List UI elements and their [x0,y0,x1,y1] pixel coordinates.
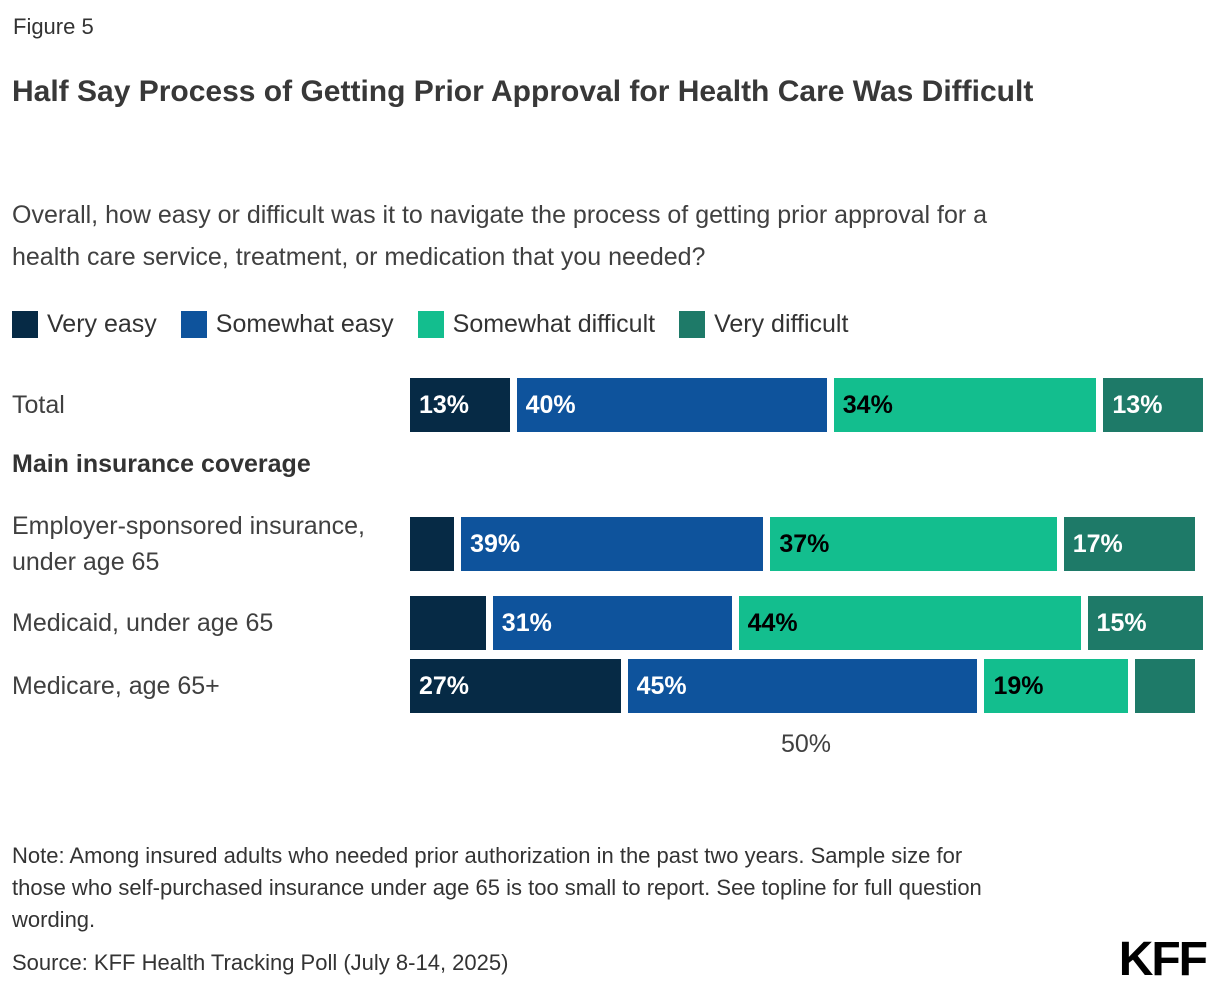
row-category-label: Medicare, age 65+ [12,672,220,700]
bar-track: 31% 44% 15% [410,596,1204,650]
bar-row: Medicare, age 65+ 27% 45% 19% [0,659,1220,713]
section-header: Main insurance coverage [12,450,311,478]
bar-segment-somewhat-easy: 39% [461,517,764,571]
bar-value-label: 39% [470,530,521,558]
bar-value-label: 44% [747,609,798,637]
legend: Very easy Somewhat easy Somewhat difficult… [12,310,848,339]
source-text: Source: KFF Health Tracking Poll (July 8… [12,950,509,975]
legend-swatch-very-difficult [679,311,706,338]
bar-row: Medicaid, under age 65 31% 44% 15% [0,596,1220,650]
legend-item-very-easy: Very easy [12,310,157,339]
bar-segment-very-easy: 27% [410,659,621,713]
bar-segment-very-difficult: 15% [1087,596,1203,650]
bar-value-label: 27% [419,672,470,700]
bar-track: 13% 40% 34% 13% [410,378,1204,432]
bar-segment-very-easy [410,517,455,571]
bar-segment-very-difficult: 13% [1103,378,1203,432]
legend-label: Somewhat difficult [452,310,656,338]
bar-value-label: 19% [993,672,1044,700]
bar-row: Employer-sponsored insurance, under age … [0,512,1220,576]
bar-track: 27% 45% 19% [410,659,1204,713]
bar-value-label: 34% [842,391,893,419]
chart-subtitle-question: Overall, how easy or difficult was it to… [12,201,988,271]
legend-label: Somewhat easy [215,310,394,338]
bar-value-label: 13% [1112,391,1163,419]
row-category-label: Medicaid, under age 65 [12,609,274,637]
bar-segment-somewhat-easy: 40% [516,378,827,432]
bar-segment-somewhat-difficult: 44% [738,596,1081,650]
bar-segment-very-difficult: 17% [1063,517,1196,571]
legend-item-very-difficult: Very difficult [679,310,848,339]
bar-value-label: 31% [501,609,552,637]
legend-item-somewhat-difficult: Somewhat difficult [417,310,656,339]
kff-logo: KFF [1118,933,1208,986]
bar-segment-very-easy [410,596,486,650]
row-category-label: Employer-sponsored insurance, under age … [12,512,365,576]
legend-swatch-somewhat-easy [180,311,207,338]
bar-segment-somewhat-easy: 45% [627,659,978,713]
bar-segment-somewhat-difficult: 19% [984,659,1129,713]
figure-label: Figure 5 [13,14,94,39]
bar-value-label: 17% [1072,530,1123,558]
bar-segment-very-easy: 13% [410,378,510,432]
bar-segment-somewhat-difficult: 34% [833,378,1097,432]
bar-value-label: 13% [419,391,470,419]
legend-item-somewhat-easy: Somewhat easy [180,310,394,339]
x-axis-tick-label: 50% [780,730,832,758]
bar-track: 39% 37% 17% [410,517,1204,571]
legend-label: Very difficult [714,310,849,338]
legend-swatch-somewhat-difficult [417,311,444,338]
legend-label: Very easy [47,310,157,338]
row-category-label: Total [12,391,65,419]
bar-value-label: 37% [779,530,830,558]
bar-value-label: 15% [1096,609,1147,637]
bar-segment-very-difficult [1135,659,1196,713]
bar-row: Total 13% 40% 34% 13% [0,378,1220,432]
note-text: Note: Among insured adults who needed pr… [12,843,982,932]
bar-value-label: 40% [525,391,576,419]
legend-swatch-very-easy [12,311,38,338]
page-title: Half Say Process of Getting Prior Approv… [12,75,1034,108]
bar-value-label: 45% [636,672,687,700]
bar-segment-somewhat-easy: 31% [492,596,732,650]
bar-segment-somewhat-difficult: 37% [770,517,1057,571]
